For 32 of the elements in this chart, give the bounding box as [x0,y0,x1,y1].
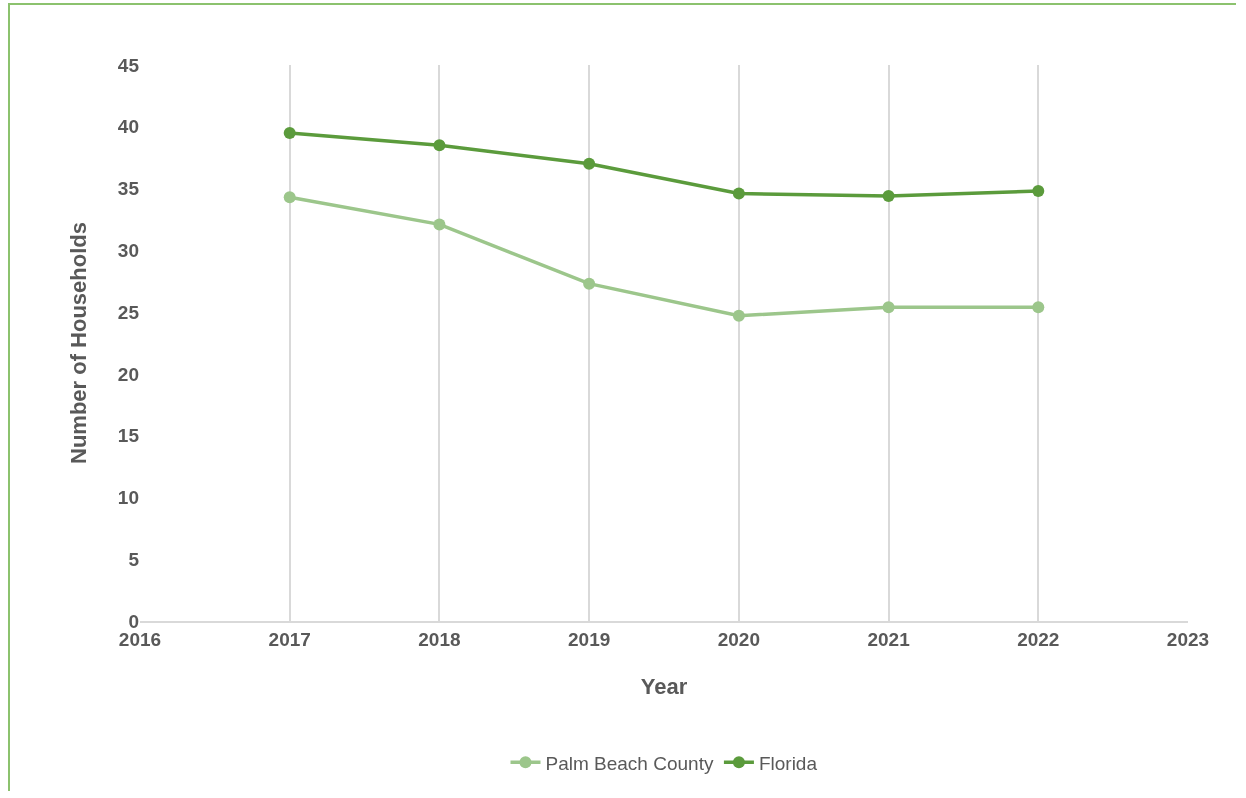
point [433,139,446,152]
y-tick-label: 10 [117,487,139,509]
y-tick-label: 35 [117,178,140,200]
y-tick-label: 25 [117,301,140,323]
point [882,301,895,314]
x-tick-label: 2018 [418,628,461,650]
x-tick-label: 2023 [1166,628,1210,650]
point [283,191,296,204]
point [1032,185,1045,198]
point [1032,301,1045,314]
x-axis-title: Year [640,674,688,700]
x-tick-label: 2022 [1017,628,1060,650]
x-tick-label: 2020 [717,628,760,650]
y-tick-label: 5 [128,548,140,570]
y-tick-label: 20 [117,363,139,385]
y-tick-label: 40 [117,116,139,138]
point [583,277,596,290]
point [433,218,446,231]
point [583,157,596,170]
legend-label: Palm Beach County [545,752,714,774]
point [283,126,296,139]
y-tick-label: 45 [117,54,140,76]
x-tick-label: 2021 [867,628,911,650]
y-tick-label: 30 [117,239,139,261]
x-tick-label: 2019 [568,628,611,650]
point [732,309,745,322]
y-axis-title: Number of Households [65,221,91,465]
point [882,189,895,202]
point [732,187,745,200]
x-tick-label: 2017 [268,628,311,650]
y-tick-label: 15 [117,425,140,447]
legend-label: Florida [758,752,818,774]
